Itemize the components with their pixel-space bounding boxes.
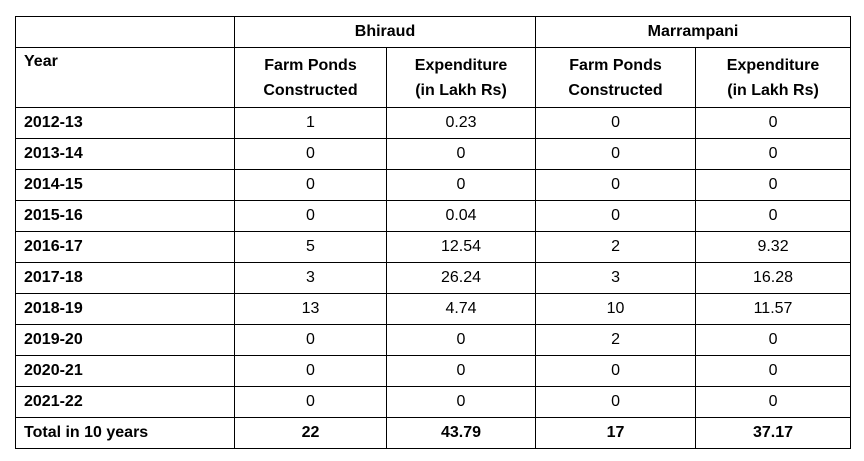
marrampani-expenditure-cell: 0 <box>695 138 852 170</box>
marrampani-ponds-cell: 2 <box>535 324 697 356</box>
bhiraud-ponds-cell: 0 <box>234 200 387 232</box>
bhiraud-ponds-cell: 13 <box>234 293 387 325</box>
marrampani-expenditure-cell: 11.57 <box>695 293 852 325</box>
empty-corner-cell <box>15 16 235 48</box>
table-row: 2013-14 0 0 0 0 <box>15 138 852 170</box>
year-cell: 2012-13 <box>15 107 235 139</box>
group-header-bhiraud: Bhiraud <box>233 16 537 48</box>
bhiraud-ponds-cell: 0 <box>234 169 387 201</box>
bhiraud-expenditure-cell: 0 <box>385 138 537 170</box>
marrampani-expenditure-header: Expenditure (in Lakh Rs) <box>695 47 852 108</box>
table-row: 2018-19 13 4.74 10 11.57 <box>15 293 852 325</box>
marrampani-expenditure-cell: 16.28 <box>695 262 852 294</box>
marrampani-ponds-cell: 2 <box>535 231 697 263</box>
marrampani-expenditure-cell: 9.32 <box>695 231 852 263</box>
expenditure-header-line2: (in Lakh Rs) <box>727 82 819 99</box>
table-row: 2021-22 0 0 0 0 <box>15 386 852 418</box>
table-row: 2012-13 1 0.23 0 0 <box>15 107 852 139</box>
marrampani-ponds-cell: 0 <box>535 386 697 418</box>
marrampani-ponds-cell: 0 <box>535 107 697 139</box>
bhiraud-ponds-cell: 0 <box>234 138 387 170</box>
bhiraud-ponds-header: Farm Ponds Constructed <box>234 47 387 108</box>
table-row: 2014-15 0 0 0 0 <box>15 169 852 201</box>
total-label: Total in 10 years <box>15 417 235 449</box>
marrampani-ponds-cell: 0 <box>535 169 697 201</box>
marrampani-ponds-header: Farm Ponds Constructed <box>535 47 697 108</box>
bhiraud-expenditure-cell: 0.04 <box>385 200 537 232</box>
bhiraud-ponds-cell: 0 <box>234 355 387 387</box>
bhiraud-expenditure-total: 43.79 <box>385 417 537 449</box>
marrampani-expenditure-total: 37.17 <box>695 417 852 449</box>
expenditure-header-line2: (in Lakh Rs) <box>415 82 507 99</box>
bhiraud-ponds-cell: 0 <box>234 324 387 356</box>
marrampani-expenditure-cell: 0 <box>695 355 852 387</box>
farm-ponds-table: Bhiraud Marrampani Year Farm Ponds Const… <box>15 16 852 449</box>
bhiraud-expenditure-header: Expenditure (in Lakh Rs) <box>385 47 537 108</box>
bhiraud-expenditure-cell: 0 <box>385 324 537 356</box>
bhiraud-ponds-cell: 5 <box>234 231 387 263</box>
table-row: 2019-20 0 0 2 0 <box>15 324 852 356</box>
year-cell: 2020-21 <box>15 355 235 387</box>
table-row: 2015-16 0 0.04 0 0 <box>15 200 852 232</box>
marrampani-expenditure-cell: 0 <box>695 107 852 139</box>
year-cell: 2019-20 <box>15 324 235 356</box>
ponds-header-line2: Constructed <box>263 82 358 99</box>
year-cell: 2013-14 <box>15 138 235 170</box>
year-cell: 2014-15 <box>15 169 235 201</box>
bhiraud-expenditure-cell: 0 <box>385 386 537 418</box>
marrampani-ponds-cell: 0 <box>535 200 697 232</box>
total-row: Total in 10 years 22 43.79 17 37.17 <box>15 417 852 449</box>
year-cell: 2015-16 <box>15 200 235 232</box>
bhiraud-expenditure-cell: 0 <box>385 169 537 201</box>
ponds-header-line1: Farm Ponds <box>569 57 662 74</box>
bhiraud-expenditure-cell: 12.54 <box>385 231 537 263</box>
marrampani-ponds-cell: 0 <box>535 138 697 170</box>
marrampani-ponds-cell: 0 <box>535 355 697 387</box>
bhiraud-expenditure-cell: 4.74 <box>385 293 537 325</box>
table-row: 2020-21 0 0 0 0 <box>15 355 852 387</box>
year-header: Year <box>15 47 235 108</box>
ponds-header-line2: Constructed <box>568 82 663 99</box>
year-cell: 2016-17 <box>15 231 235 263</box>
marrampani-ponds-total: 17 <box>535 417 697 449</box>
year-cell: 2017-18 <box>15 262 235 294</box>
bhiraud-expenditure-cell: 0 <box>385 355 537 387</box>
marrampani-ponds-cell: 3 <box>535 262 697 294</box>
group-header-row: Bhiraud Marrampani <box>15 16 852 48</box>
bhiraud-ponds-total: 22 <box>234 417 387 449</box>
marrampani-expenditure-cell: 0 <box>695 200 852 232</box>
bhiraud-ponds-cell: 0 <box>234 386 387 418</box>
marrampani-expenditure-cell: 0 <box>695 169 852 201</box>
bhiraud-expenditure-cell: 26.24 <box>385 262 537 294</box>
ponds-header-line1: Farm Ponds <box>264 57 357 74</box>
bhiraud-ponds-cell: 3 <box>234 262 387 294</box>
group-header-marrampani: Marrampani <box>535 16 852 48</box>
marrampani-ponds-cell: 10 <box>535 293 697 325</box>
expenditure-header-line1: Expenditure <box>726 57 820 74</box>
marrampani-expenditure-cell: 0 <box>695 324 852 356</box>
marrampani-expenditure-cell: 0 <box>695 386 852 418</box>
table-row: 2017-18 3 26.24 3 16.28 <box>15 262 852 294</box>
bhiraud-expenditure-cell: 0.23 <box>385 107 537 139</box>
expenditure-header-line1: Expenditure <box>414 57 508 74</box>
column-header-row: Year Farm Ponds Constructed Expenditure … <box>15 47 852 108</box>
year-cell: 2018-19 <box>15 293 235 325</box>
table-row: 2016-17 5 12.54 2 9.32 <box>15 231 852 263</box>
year-cell: 2021-22 <box>15 386 235 418</box>
bhiraud-ponds-cell: 1 <box>234 107 387 139</box>
